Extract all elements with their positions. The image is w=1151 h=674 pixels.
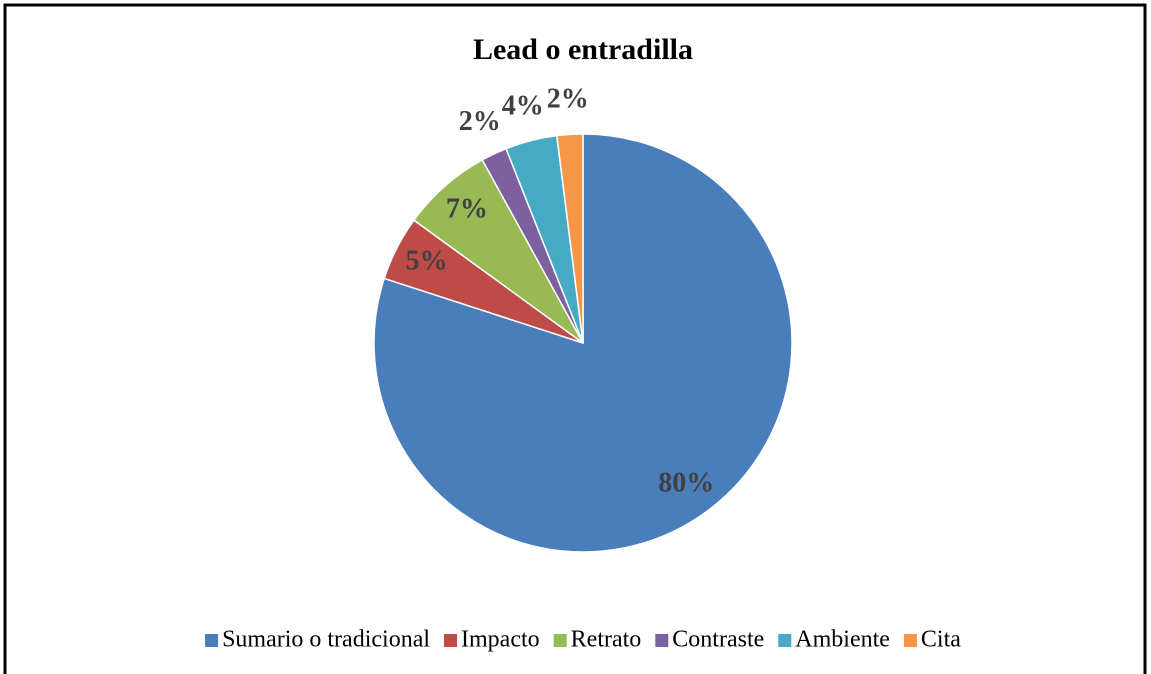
legend-label: Retrato [571, 627, 642, 653]
data-label: 80% [658, 467, 714, 498]
legend-label: Ambiente [795, 627, 890, 653]
legend-swatch [903, 634, 917, 647]
data-label: 2% [547, 83, 589, 114]
legend-label: Contraste [672, 627, 764, 653]
data-label: 2% [459, 106, 501, 137]
legend-label: Impacto [461, 627, 540, 653]
legend-label: Cita [921, 627, 961, 653]
legend-swatch [553, 634, 567, 647]
legend-swatch [205, 634, 219, 647]
legend-item: Sumario o tradicional [205, 627, 430, 653]
frame [3, 3, 1147, 674]
legend-label: Sumario o tradicional [222, 627, 430, 653]
chart-title: Lead o entradilla [473, 33, 693, 66]
legend-item: Contraste [655, 627, 764, 653]
legend-item: Ambiente [778, 627, 890, 653]
legend-swatch [655, 634, 669, 647]
data-label: 7% [446, 194, 488, 225]
legend-item: Impacto [444, 627, 540, 653]
legend-item: Cita [903, 627, 961, 653]
legend-item: Retrato [553, 627, 642, 653]
data-label: 4% [502, 91, 544, 122]
pie-slice [555, 133, 584, 344]
legend-swatch [444, 634, 458, 647]
data-label: 5% [406, 246, 448, 277]
legend-swatch [778, 634, 792, 647]
